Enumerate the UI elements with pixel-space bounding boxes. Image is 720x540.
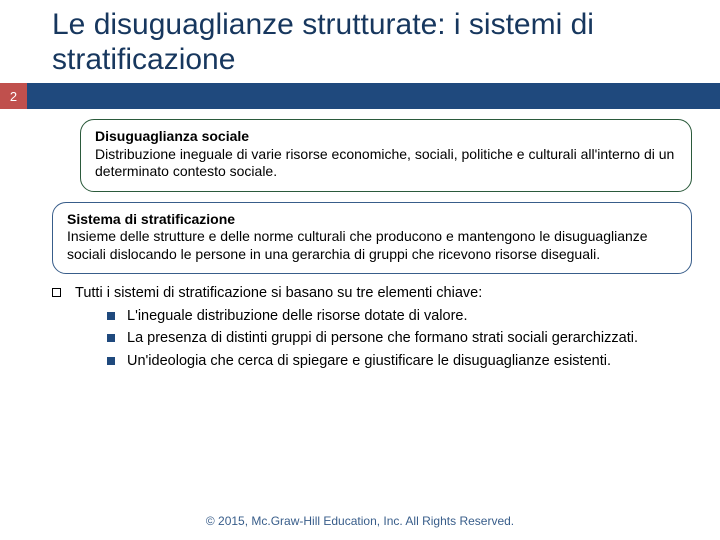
sub-item-text: L'ineguale distribuzione delle risorse d… <box>127 307 468 327</box>
sub-item-text: Un'ideologia che cerca di spiegare e giu… <box>127 352 611 372</box>
definition-box-2: Sistema di stratificazione Insieme delle… <box>52 202 692 275</box>
definition-box-1: Disuguaglianza sociale Distribuzione ine… <box>80 119 692 192</box>
list-item: Un'ideologia che cerca di spiegare e giu… <box>107 352 692 372</box>
content-area: Disuguaglianza sociale Distribuzione ine… <box>0 109 720 374</box>
filled-bullet-icon <box>107 357 115 365</box>
list-item: Tutti i sistemi di stratificazione si ba… <box>52 284 692 374</box>
bullet-list: Tutti i sistemi di stratificazione si ba… <box>52 284 692 374</box>
box2-body: Insieme delle strutture e delle norme cu… <box>67 228 648 262</box>
list-item: La presenza di distinti gruppi di person… <box>107 329 692 349</box>
box1-body: Distribuzione ineguale di varie risorse … <box>95 146 674 180</box>
header-band: 2 <box>0 83 720 109</box>
header-band-fill <box>27 83 720 109</box>
filled-bullet-icon <box>107 312 115 320</box>
box2-heading: Sistema di stratificazione <box>67 211 235 227</box>
sub-item-text: La presenza di distinti gruppi di person… <box>127 329 638 349</box>
copyright-footer: © 2015, Mc.Graw-Hill Education, Inc. All… <box>0 514 720 528</box>
filled-bullet-icon <box>107 334 115 342</box>
list-item: L'ineguale distribuzione delle risorse d… <box>107 307 692 327</box>
square-bullet-icon <box>52 288 61 297</box>
list-intro-text: Tutti i sistemi di stratificazione si ba… <box>75 284 692 304</box>
slide-number-badge: 2 <box>0 83 27 109</box>
box1-heading: Disuguaglianza sociale <box>95 128 249 144</box>
slide-title: Le disuguaglianze strutturate: i sistemi… <box>0 0 720 83</box>
